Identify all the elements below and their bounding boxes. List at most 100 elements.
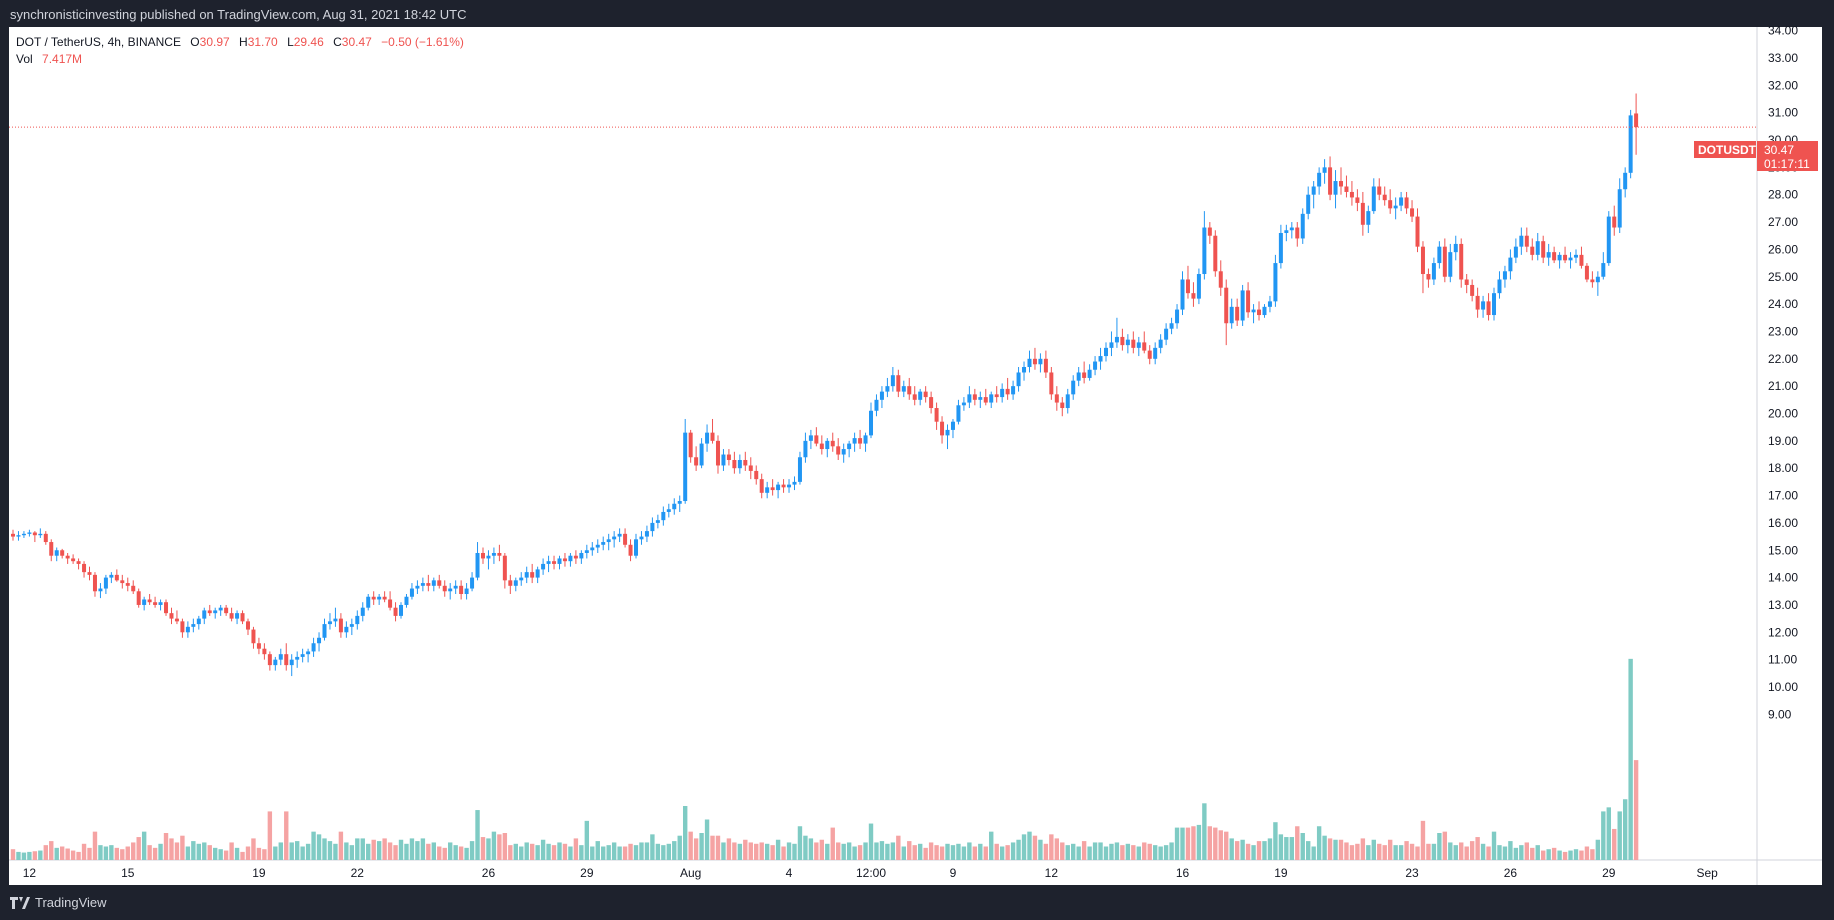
candle (1038, 353, 1043, 373)
volume-bar (1409, 843, 1415, 860)
candle-body (874, 399, 879, 411)
volume-bar (1497, 845, 1502, 860)
volume-bar (737, 843, 743, 860)
volume-bar (1426, 843, 1431, 860)
candle-body (1213, 235, 1218, 272)
candle (841, 443, 846, 463)
candle-body (1202, 227, 1207, 275)
candle-body (1136, 342, 1141, 348)
volume-bar (1327, 838, 1333, 860)
volume-bar (387, 842, 393, 860)
candle (371, 591, 376, 605)
candle (628, 539, 633, 562)
candle-body (273, 659, 278, 666)
volume-bar (611, 842, 617, 860)
volume-bar (300, 846, 305, 860)
candle-body (426, 583, 431, 586)
volume-bar (846, 842, 852, 860)
candle (185, 621, 190, 638)
volume-bar (180, 835, 185, 860)
candle-body (748, 465, 753, 471)
candle (1289, 222, 1294, 239)
candle (732, 451, 737, 474)
candle (677, 495, 682, 512)
volume-bar (644, 842, 650, 860)
volume-bar (945, 843, 950, 860)
candle-body (1322, 167, 1327, 173)
volume-bar (240, 851, 245, 860)
volume-bar (1087, 846, 1092, 860)
candle (1060, 397, 1065, 417)
candle (579, 550, 584, 564)
candle (606, 533, 611, 551)
candle (491, 547, 496, 564)
time-axis[interactable]: 12 15 19 22 26 29 Aug 4 12:00 9 12 16 19 23 26 29 Sep (23, 866, 1718, 880)
candle (300, 648, 305, 663)
candle-body (623, 533, 628, 545)
volume-bar (1043, 843, 1049, 860)
volume-bar (1393, 845, 1398, 860)
volume-bar (519, 846, 524, 860)
candle (1262, 304, 1267, 318)
volume-bar (590, 846, 595, 860)
candle-body (1295, 227, 1300, 239)
volume-bar (136, 837, 141, 860)
candle (120, 574, 125, 589)
legend-low-value: 29.46 (294, 35, 324, 49)
candle-body (1601, 263, 1606, 277)
candle-body (202, 610, 207, 619)
candle-body (1164, 328, 1169, 340)
candle (1191, 282, 1196, 307)
volume-bar (1218, 830, 1223, 860)
candle (721, 449, 726, 471)
candle-body (781, 484, 786, 488)
candle-body (694, 457, 699, 466)
volume-bar (721, 842, 726, 860)
candle-body (612, 536, 617, 540)
volume-bar (1125, 843, 1131, 860)
legend-open-value: 30.97 (200, 35, 230, 49)
legend: DOT / TetherUS, 4h, BINANCE O30.97 H31.7… (16, 35, 464, 66)
candle-body (546, 561, 551, 564)
volume-bar (1234, 841, 1240, 860)
price-tag-symbol: DOTUSDT (1698, 143, 1757, 157)
volume-bar (1262, 841, 1267, 860)
volume-bar (868, 823, 874, 860)
volume-bar (469, 841, 475, 860)
candle (759, 473, 764, 499)
candle-body (251, 629, 256, 644)
candle (38, 528, 43, 538)
candle (1437, 241, 1442, 269)
volume-bar (1284, 837, 1289, 860)
candle (174, 610, 179, 625)
tradingview-logo-icon (10, 896, 30, 909)
volume-bar (1054, 838, 1060, 860)
candle-body (453, 585, 458, 589)
candle-body (1273, 263, 1278, 302)
candle (98, 583, 103, 599)
candle-body (1262, 306, 1267, 316)
volume-bar (1278, 834, 1284, 860)
candle (245, 618, 250, 636)
candle-body (377, 596, 382, 600)
tradingview-brand[interactable]: TradingView (10, 895, 107, 910)
candle (1338, 167, 1343, 195)
candle (1366, 205, 1371, 233)
volume-bar (797, 826, 803, 860)
candle-body (732, 459, 737, 469)
candle (672, 498, 677, 515)
legend-change: −0.50 (−1.61%) (381, 35, 464, 49)
volume-bar (726, 838, 732, 860)
candle (661, 506, 666, 526)
price-axis[interactable]: 34.0033.0032.0031.0030.0029.0028.0027.00… (1768, 24, 1798, 722)
candle (1169, 317, 1174, 335)
volume-bar (786, 842, 792, 860)
volume-bar (1530, 847, 1535, 860)
candle-body (338, 618, 343, 633)
volume-bar (1453, 845, 1458, 860)
candle (338, 613, 343, 638)
volume-bar (770, 845, 775, 860)
candle-body (1153, 347, 1158, 359)
candle (634, 533, 639, 559)
